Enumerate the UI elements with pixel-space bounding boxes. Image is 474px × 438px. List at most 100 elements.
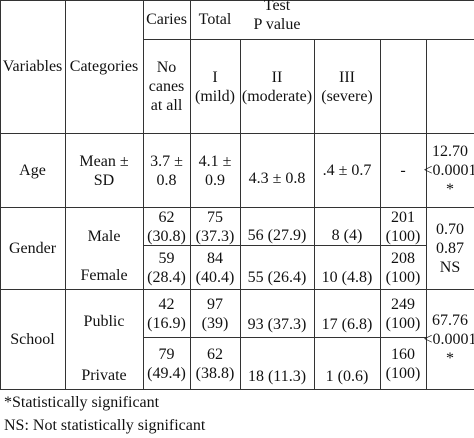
table-rule — [143, 39, 474, 40]
gender-variable-text: Gender — [8, 240, 57, 257]
school-variable-text: School — [10, 331, 55, 348]
school-public-moderate: 93 (37.3) — [240, 312, 314, 337]
gender-test-line: 0.70 — [436, 221, 464, 238]
cell-line: (49.4) — [147, 364, 186, 382]
cell-text: 18 (11.3) — [247, 368, 307, 385]
header-no-caries-line: canes — [148, 78, 185, 95]
table-rule — [0, 289, 474, 290]
header-severe: III (severe) — [314, 40, 380, 133]
school-private-mild: 62 (38.8) — [190, 338, 240, 389]
header-test: Test P value — [240, 0, 314, 39]
school-test-line: <0.0001 — [423, 331, 474, 348]
cell-text: 10 (4.8) — [321, 269, 373, 286]
school-test-line: * — [446, 350, 454, 367]
cell-line: (40.4) — [195, 268, 235, 286]
age-severe: .4 ± 0.7 — [314, 134, 380, 207]
cell-line: 84 — [207, 249, 223, 267]
cell-line: 160 — [391, 345, 415, 363]
cell-line: (100) — [385, 364, 421, 382]
gender-male-total: 201 (100) — [380, 208, 426, 245]
header-total-text: Total — [198, 11, 232, 28]
header-caries: Caries — [143, 0, 190, 39]
header-moderate: II (moderate) — [240, 40, 314, 133]
age-test: 12.70 <0.0001 * — [423, 134, 474, 207]
footnote-not-significant: NS: Not statistically significant — [4, 417, 206, 434]
table-rule — [65, 0, 66, 390]
table-rule — [0, 207, 474, 208]
age-test-line: * — [446, 181, 454, 198]
age-mild-line: 0.9 — [205, 171, 225, 189]
cell-text: 55 (26.4) — [247, 269, 307, 286]
header-categories-text: Categories — [69, 58, 139, 75]
cell-line: 42 — [158, 295, 175, 313]
cell-line: (100) — [385, 314, 421, 332]
school-public-no-caries: 42 (16.9) — [143, 290, 190, 337]
cell-text: 93 (37.3) — [247, 316, 307, 333]
header-variables-text: Variables — [2, 58, 63, 75]
cell-line: 201 — [391, 208, 415, 226]
age-variable: Age — [0, 134, 65, 207]
header-no-caries: No canes at all — [143, 40, 190, 133]
school-test-line: 67.76 — [432, 312, 468, 329]
cell-line: (100) — [385, 268, 421, 286]
school-private-moderate: 18 (11.3) — [240, 364, 314, 389]
cell-line: 208 — [391, 249, 415, 267]
cell-line: (39) — [201, 314, 229, 332]
table-rule — [190, 0, 191, 390]
table-rule — [0, 0, 1, 390]
age-category-line: Mean ± — [79, 152, 129, 170]
gender-male-no-caries: 62 (30.8) — [143, 208, 190, 245]
table-rule — [143, 337, 426, 338]
header-severe-line: (severe) — [321, 87, 373, 105]
cell-line: 79 — [158, 345, 175, 363]
gender-category-text: Female — [80, 267, 128, 284]
gender-test: 0.70 0.87 NS — [426, 208, 474, 289]
school-private-no-caries: 79 (49.4) — [143, 338, 190, 389]
cell-text: 8 (4) — [331, 227, 363, 244]
gender-test-line: 0.87 — [436, 240, 464, 257]
gender-category-text: Male — [87, 227, 121, 245]
gender-category-male: Male — [65, 220, 143, 252]
gender-category-female: Female — [65, 262, 143, 289]
age-category-line: SD — [93, 171, 115, 189]
gender-test-line: NS — [439, 259, 461, 276]
header-mild: I (mild) — [190, 40, 240, 133]
data-table: Variables Categories Caries Total Test P… — [0, 0, 474, 390]
header-moderate-line: (moderate) — [241, 87, 313, 105]
cell-text: 56 (27.9) — [247, 227, 307, 244]
school-category-private: Private — [65, 362, 143, 389]
header-test-line1: Test — [263, 0, 291, 14]
age-category: Mean ± SD — [65, 134, 143, 207]
header-categories: Categories — [65, 0, 143, 133]
table-rule — [0, 0, 474, 1]
gender-variable: Gender — [0, 208, 65, 289]
cell-line: (38.8) — [195, 364, 235, 382]
table-rule — [143, 0, 144, 390]
cell-line: (37.3) — [195, 227, 235, 245]
age-total-text: - — [400, 162, 406, 179]
cell-line: (100) — [385, 227, 421, 245]
school-category-public: Public — [65, 306, 143, 337]
header-mild-line: (mild) — [195, 87, 235, 105]
cell-line: (30.8) — [147, 227, 186, 245]
table-rule — [0, 133, 474, 134]
school-category-text: Private — [81, 367, 127, 384]
header-no-caries-line: at all — [150, 97, 183, 114]
age-moderate: 4.3 ± 0.8 — [240, 150, 314, 207]
gender-male-severe: 8 (4) — [314, 226, 380, 245]
age-mild: 4.1 ± 0.9 — [190, 134, 240, 207]
gender-female-total: 208 (100) — [380, 246, 426, 289]
cell-line: (16.9) — [147, 314, 186, 332]
cell-line: 249 — [391, 295, 415, 313]
cell-line: 62 — [207, 345, 223, 363]
age-moderate-text: 4.3 ± 0.8 — [248, 170, 306, 187]
school-test: 67.76 <0.0001 * — [423, 290, 474, 389]
gender-female-mild: 84 (40.4) — [190, 246, 240, 289]
footnote-significant: *Statistically significant — [4, 394, 160, 411]
header-total: Total — [190, 0, 240, 39]
header-severe-line: III — [339, 68, 355, 86]
header-no-caries-line: No — [156, 59, 177, 76]
age-no-caries-line: 3.7 ± — [150, 152, 183, 170]
cell-line: 59 — [158, 249, 175, 267]
school-variable: School — [0, 290, 65, 389]
